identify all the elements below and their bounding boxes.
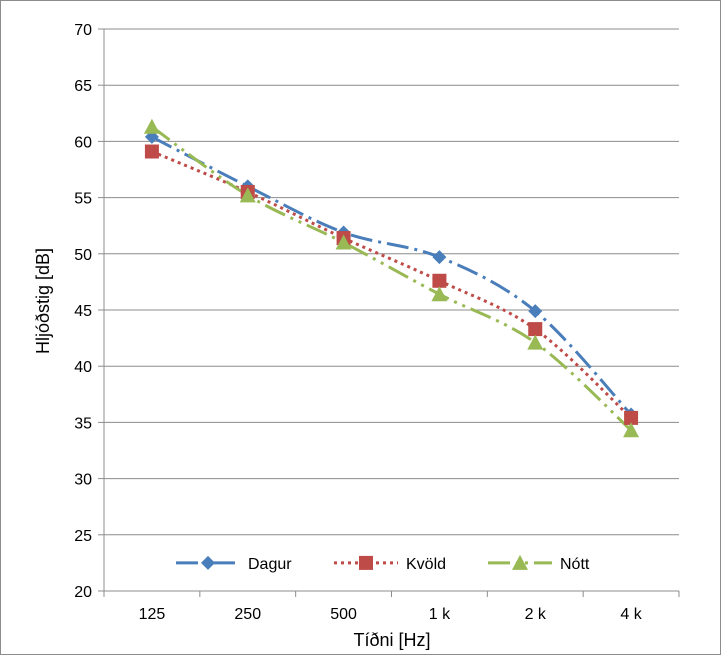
y-tick-label: 25 xyxy=(74,528,92,545)
y-tick-label: 30 xyxy=(74,472,92,489)
data-point-Kvöld xyxy=(528,322,543,337)
y-tick-label: 70 xyxy=(74,22,92,39)
legend-marker-Nótt xyxy=(512,554,528,570)
legend-label: Dagur xyxy=(248,556,292,573)
data-point-Dagur xyxy=(432,250,447,265)
legend-label: Kvöld xyxy=(406,556,446,573)
x-tick-label: 2 k xyxy=(525,606,547,623)
y-tick-label: 65 xyxy=(74,78,92,95)
axes xyxy=(98,28,680,597)
series-lines xyxy=(151,125,633,432)
y-tick-label: 20 xyxy=(74,584,92,601)
x-axis-label: Tíðni [Hz] xyxy=(353,630,430,650)
gridlines xyxy=(104,28,679,592)
series-line-Dagur xyxy=(151,135,633,416)
data-point-Nótt xyxy=(143,118,160,134)
y-tick-label: 45 xyxy=(74,303,92,320)
legend: Dagur Kvöld Nótt xyxy=(153,545,631,580)
legend-label: Nótt xyxy=(560,556,590,573)
y-tick-label: 40 xyxy=(74,359,92,376)
data-point-Nótt xyxy=(335,234,352,250)
x-tick-label: 1 k xyxy=(429,606,451,623)
data-point-Nótt xyxy=(239,187,256,203)
y-axis-label: Hljóðstig [dB] xyxy=(33,248,53,354)
x-tick-label: 500 xyxy=(330,606,357,623)
data-point-Kvöld xyxy=(432,273,447,288)
y-tick-label: 55 xyxy=(74,191,92,208)
y-tick-label: 35 xyxy=(74,415,92,432)
y-tick-label: 50 xyxy=(74,247,92,264)
data-point-Nótt xyxy=(527,334,544,350)
data-point-Nótt xyxy=(431,286,448,302)
tick-labels: 20 25 30 35 40 45 50 55 60 65 70 125 250 500 1 k 2 k 4 k xyxy=(74,22,643,623)
data-point-Kvöld xyxy=(144,144,159,159)
legend-marker-Dagur xyxy=(201,555,215,570)
legend-marker-Kvöld xyxy=(359,555,373,570)
series-line-Nótt xyxy=(151,125,633,432)
x-tick-label: 4 k xyxy=(620,606,642,623)
x-tick-label: 125 xyxy=(139,606,166,623)
series-markers xyxy=(143,118,640,438)
data-point-Nótt xyxy=(623,422,640,438)
data-point-Dagur xyxy=(528,304,543,319)
series-line-Kvöld xyxy=(151,150,633,420)
y-tick-label: 60 xyxy=(74,134,92,151)
x-tick-label: 250 xyxy=(234,606,261,623)
data-point-Kvöld xyxy=(624,410,639,425)
